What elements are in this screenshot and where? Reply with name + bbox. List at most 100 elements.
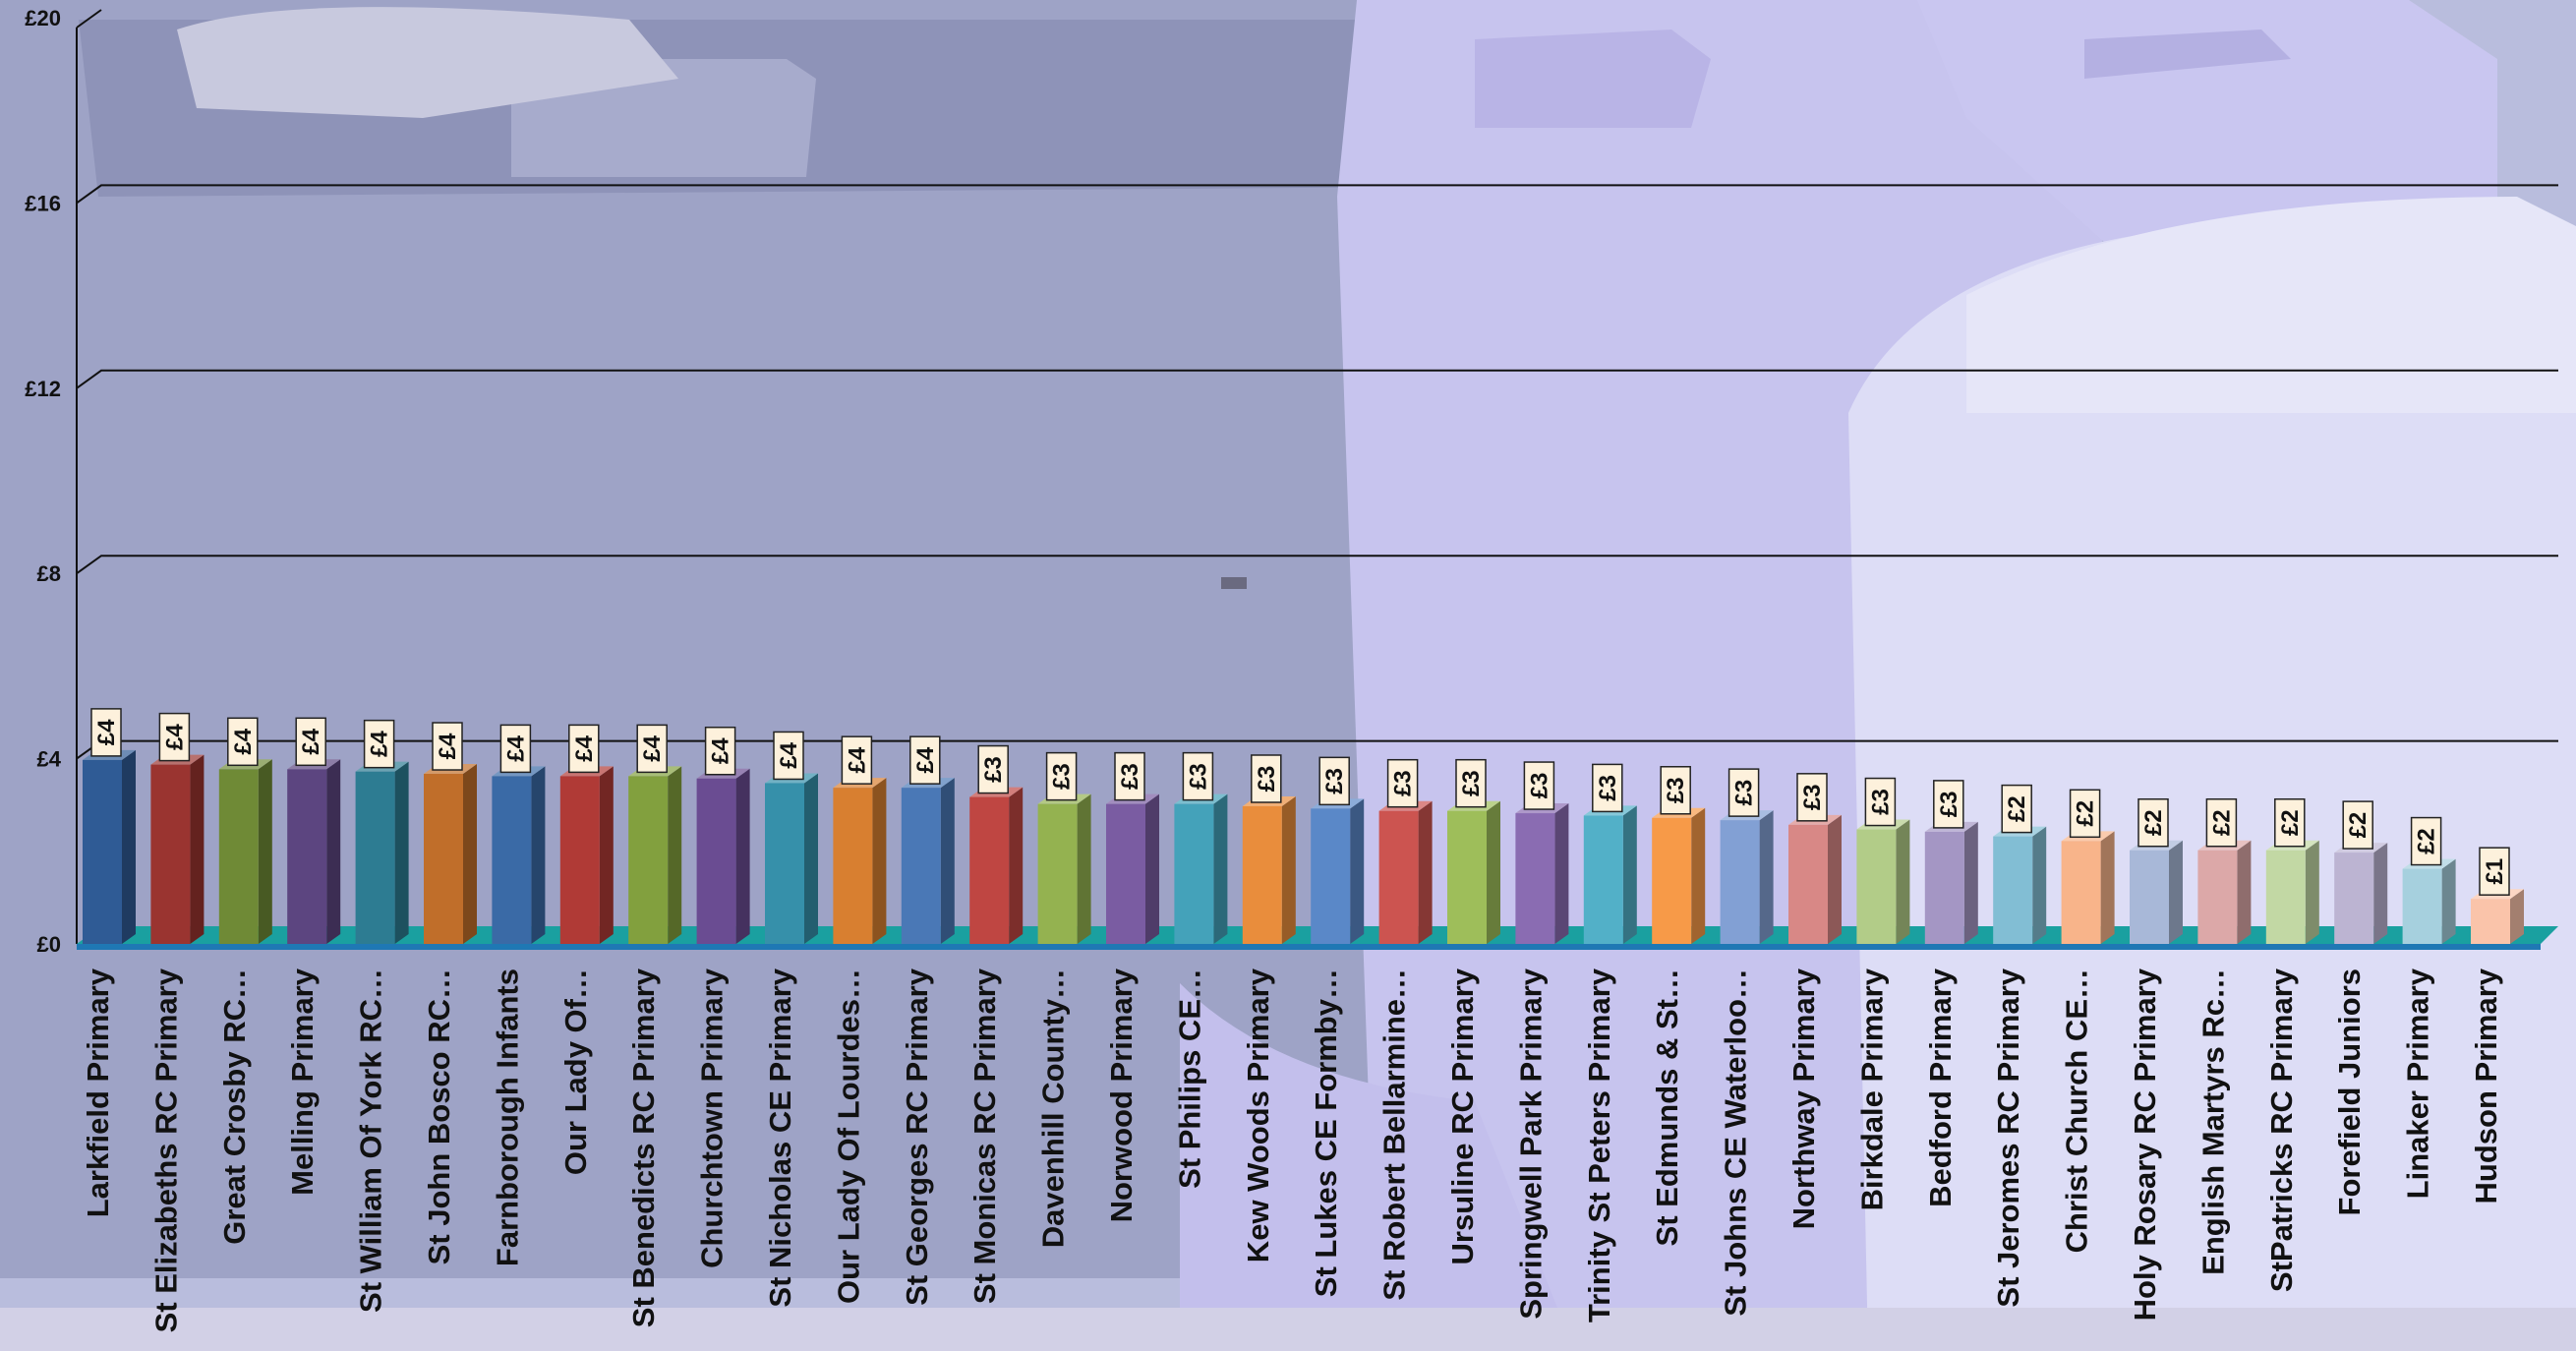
- bar: [355, 761, 409, 944]
- bar-side: [872, 778, 887, 944]
- svg-text:£2: £2: [2345, 812, 2371, 839]
- bar-side: [2032, 826, 2047, 944]
- category-label: St Georges RC Primary: [900, 968, 934, 1306]
- bar: [83, 749, 136, 944]
- bar: [901, 778, 955, 944]
- data-label: £4: [773, 731, 804, 781]
- svg-text:£2: £2: [2208, 809, 2235, 836]
- category-label: Trinity St Peters Primary: [1582, 968, 1616, 1322]
- bar: [424, 764, 477, 944]
- bar: [696, 768, 750, 944]
- bar-side: [2169, 840, 2183, 944]
- category-label: Linaker Primary: [2401, 968, 2435, 1199]
- bar-front: [1924, 831, 1964, 944]
- y-tick-label: £12: [25, 377, 61, 401]
- bar: [1037, 793, 1091, 944]
- bar-side: [326, 759, 341, 944]
- bar: [1174, 793, 1228, 944]
- bar-side: [804, 773, 818, 944]
- bar: [1515, 803, 1569, 944]
- svg-text:£3: £3: [1390, 770, 1417, 796]
- bar: [833, 778, 887, 944]
- svg-text:£3: £3: [1663, 777, 1689, 803]
- bar-side: [2100, 831, 2115, 944]
- category-label: St Jeromes RC Primary: [1991, 968, 2025, 1307]
- bar-side: [1077, 793, 1091, 944]
- data-label: £3: [1182, 751, 1214, 801]
- bar: [1788, 814, 1842, 944]
- bar-side: [1009, 787, 1024, 944]
- data-label: £4: [636, 724, 668, 774]
- svg-text:£2: £2: [2004, 795, 2030, 822]
- svg-text:£3: £3: [1185, 763, 1211, 790]
- data-label: £2: [2069, 789, 2101, 839]
- bar-side: [2373, 843, 2388, 944]
- svg-text:£3: £3: [1458, 770, 1485, 796]
- category-label: Bedford Primary: [1923, 968, 1958, 1207]
- bar-side: [1350, 798, 1365, 944]
- bar-side: [1963, 821, 1978, 944]
- data-label: £2: [2410, 816, 2442, 866]
- data-label: £3: [1318, 756, 1350, 806]
- bar-front: [2130, 850, 2169, 944]
- bar: [218, 759, 272, 944]
- bar-front: [1242, 805, 1282, 944]
- svg-text:£3: £3: [1867, 789, 1894, 815]
- bar-front: [1583, 815, 1623, 944]
- category-label: St Edmunds & St…: [1650, 969, 1684, 1246]
- y-tick-label: £16: [25, 191, 61, 215]
- bar-side: [1896, 819, 1910, 944]
- category-label: St Lukes CE Formby…: [1309, 969, 1343, 1297]
- y-axis: £0 £4 £8 £12 £16 £20: [25, 6, 102, 957]
- category-labels: Larkfield Primary St Elizabeths RC Primar…: [81, 968, 2503, 1332]
- bar-front: [2402, 868, 2442, 944]
- category-label: St John Bosco RC…: [422, 969, 456, 1264]
- gridline: [76, 369, 2558, 389]
- bar-front: [696, 778, 736, 944]
- bar-front: [1856, 829, 1897, 944]
- category-label: Our Lady Of…: [558, 969, 593, 1175]
- category-label: StPatricks RC Primary: [2264, 968, 2299, 1292]
- bar-front: [2471, 899, 2510, 944]
- bar-front: [424, 774, 463, 944]
- bar-side: [463, 764, 477, 944]
- data-label: £3: [1523, 761, 1555, 810]
- bar: [1993, 826, 2047, 944]
- category-label: Farnborough Infants: [490, 969, 524, 1266]
- category-label: Great Crosby RC…: [217, 969, 252, 1245]
- bar-front: [1788, 824, 1828, 944]
- category-label: Our Lady Of Lourdes…: [831, 969, 865, 1304]
- data-label: £4: [432, 722, 463, 771]
- data-label: £4: [227, 717, 259, 767]
- bar: [2061, 831, 2115, 944]
- bar-side: [1759, 810, 1774, 944]
- bar: [1378, 800, 1433, 944]
- bar-side: [1691, 807, 1706, 944]
- category-label: St Monicas RC Primary: [967, 968, 1002, 1304]
- data-label: £3: [1455, 758, 1487, 808]
- bar: [2402, 858, 2456, 944]
- bar-front: [150, 764, 191, 944]
- bar-front: [1037, 803, 1078, 944]
- data-label: £3: [1864, 777, 1897, 827]
- bar-front: [492, 776, 532, 944]
- y-tick-label: £20: [25, 6, 61, 30]
- data-label: £3: [1727, 768, 1760, 817]
- svg-text:£3: £3: [1321, 768, 1348, 794]
- bar-front: [559, 776, 600, 944]
- data-label: £4: [499, 724, 532, 774]
- category-label: Davenhill County…: [1036, 969, 1071, 1248]
- svg-text:£2: £2: [2073, 800, 2099, 827]
- bar: [1583, 805, 1637, 944]
- bar-side: [2237, 840, 2252, 944]
- category-label: St Johns CE Waterloo…: [1719, 969, 1753, 1317]
- bar: [1311, 798, 1365, 944]
- bar: [969, 787, 1024, 944]
- bar-side: [1281, 795, 1296, 944]
- bar: [2334, 843, 2388, 944]
- bar-front: [901, 788, 941, 944]
- data-label: £2: [2274, 797, 2306, 848]
- svg-text:£3: £3: [1049, 763, 1076, 790]
